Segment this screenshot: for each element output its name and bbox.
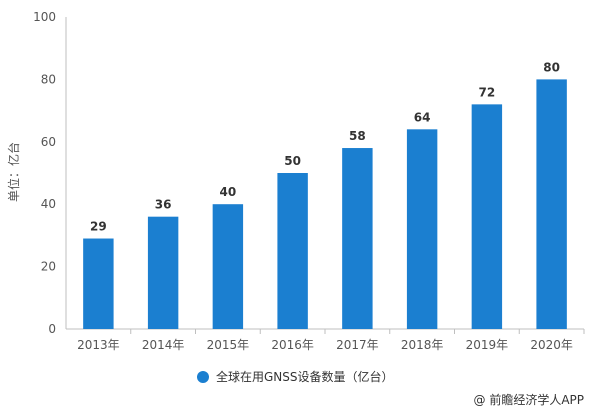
- x-tick-label: 2013年: [77, 338, 120, 352]
- y-tick-label: 20: [41, 260, 56, 274]
- data-label: 64: [414, 110, 431, 124]
- source-credit: @ 前瞻经济学人APP: [474, 392, 585, 407]
- bar-2019年: [471, 104, 503, 329]
- y-axis-ticks: 0 20 40 60 80 100: [33, 10, 56, 336]
- bar-2013年: [83, 238, 114, 329]
- x-tick-label: 2018年: [401, 338, 444, 352]
- y-tick-label: 40: [41, 197, 56, 211]
- x-tick-label: 2020年: [530, 338, 573, 352]
- bar-2014年: [147, 216, 179, 329]
- data-label: 40: [220, 185, 237, 199]
- legend-label: 全球在用GNSS设备数量（亿台）: [216, 369, 394, 384]
- legend-marker: [197, 371, 209, 383]
- data-label: 58: [349, 129, 366, 143]
- bar-2016年: [277, 173, 308, 329]
- y-tick-label: 100: [33, 10, 56, 24]
- legend[interactable]: 全球在用GNSS设备数量（亿台）: [197, 369, 394, 384]
- x-tick-label: 2014年: [142, 338, 185, 352]
- x-tick-label: 2017年: [336, 338, 379, 352]
- y-tick-label: 0: [48, 322, 56, 336]
- data-label: 50: [284, 154, 301, 168]
- data-label: 80: [543, 60, 560, 74]
- x-axis-ticks: 2013年 2014年 2015年 2016年 2017年 2018年 2019年 2020年: [77, 329, 585, 352]
- data-label: 72: [479, 85, 496, 99]
- x-tick-label: 2015年: [207, 338, 250, 352]
- data-label: 36: [155, 198, 172, 212]
- y-axis-label: 单位：亿台: [6, 142, 21, 202]
- x-tick-label: 2019年: [466, 338, 509, 352]
- y-tick-label: 80: [41, 72, 56, 86]
- bar-2018年: [406, 129, 438, 329]
- bar-2020年: [536, 79, 567, 330]
- data-label: 29: [90, 220, 107, 234]
- bar-2017年: [342, 148, 373, 329]
- y-tick-label: 60: [41, 135, 56, 149]
- bar-2015年: [212, 204, 244, 329]
- x-tick-label: 2016年: [271, 338, 314, 352]
- bars-group: 29 36 40 50 58 64 72 80: [83, 60, 567, 330]
